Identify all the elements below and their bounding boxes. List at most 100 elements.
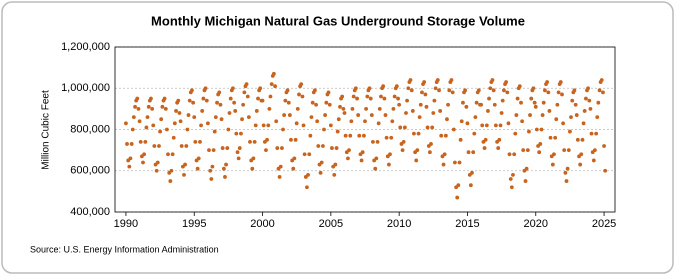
data-point (573, 102, 578, 107)
data-point (597, 88, 602, 93)
data-point (416, 131, 421, 136)
data-point (192, 115, 197, 120)
data-point (223, 175, 227, 179)
data-point (505, 90, 510, 95)
data-point (525, 148, 530, 153)
data-point (596, 100, 601, 105)
data-point (294, 121, 299, 126)
data-point (248, 139, 252, 144)
data-point (218, 102, 223, 107)
data-point (293, 137, 298, 142)
data-point (473, 115, 478, 120)
data-point (240, 117, 244, 122)
data-point (400, 148, 405, 153)
data-point (374, 156, 379, 161)
data-point (406, 86, 411, 91)
data-point (502, 88, 506, 93)
data-point (318, 170, 323, 175)
data-point (265, 137, 269, 142)
data-point (369, 113, 374, 117)
data-point (570, 98, 575, 103)
data-point (373, 166, 378, 171)
data-point (578, 162, 583, 167)
data-point (191, 100, 196, 105)
data-point (212, 129, 217, 134)
x-tick-label: 2025 (592, 218, 616, 230)
data-point (402, 125, 407, 130)
data-point (486, 109, 490, 113)
data-point (595, 115, 600, 120)
data-point (471, 150, 476, 155)
data-point (232, 100, 237, 105)
data-point (552, 152, 556, 157)
data-point (234, 131, 239, 136)
data-point (435, 78, 440, 82)
data-point (459, 119, 464, 124)
data-point (207, 148, 211, 153)
data-point (498, 123, 503, 128)
data-point (554, 117, 559, 122)
data-point (125, 142, 129, 146)
data-point (565, 166, 570, 171)
data-point (594, 131, 599, 136)
data-point (195, 166, 200, 171)
data-point (163, 106, 168, 111)
data-point (254, 109, 259, 113)
data-point (154, 168, 159, 173)
data-point (208, 168, 213, 173)
data-point (160, 104, 165, 109)
data-point (356, 113, 361, 117)
data-point (445, 117, 449, 122)
data-point (556, 90, 561, 95)
data-point (537, 150, 542, 155)
data-point (390, 119, 395, 124)
data-point (553, 135, 558, 140)
data-point (512, 152, 517, 157)
data-point (527, 129, 531, 134)
data-point (203, 86, 208, 91)
data-point (138, 139, 143, 144)
data-point (343, 133, 348, 138)
data-point (152, 144, 157, 148)
data-point (442, 152, 447, 157)
data-point (143, 139, 148, 144)
data-point (306, 172, 310, 177)
data-point (367, 86, 372, 91)
data-point (224, 162, 228, 167)
data-point (351, 94, 356, 99)
data-point (176, 98, 181, 103)
data-point (215, 100, 219, 105)
data-point (541, 100, 546, 105)
data-point (418, 102, 423, 107)
data-point (521, 148, 526, 153)
data-point (401, 139, 406, 144)
data-point (128, 156, 133, 161)
data-point (124, 121, 128, 126)
data-point (601, 90, 605, 95)
data-point (333, 162, 338, 167)
data-point (561, 121, 565, 126)
data-point (543, 88, 547, 93)
data-point (315, 119, 320, 124)
data-point (389, 135, 394, 140)
data-point (371, 139, 375, 144)
data-point (564, 179, 569, 183)
data-point (169, 168, 174, 173)
data-point (230, 86, 235, 91)
data-point (219, 117, 224, 122)
data-point (569, 115, 573, 120)
data-point (450, 90, 455, 95)
data-point (415, 148, 420, 153)
data-point (437, 88, 441, 93)
data-point (464, 104, 469, 109)
data-point (540, 113, 545, 117)
data-point (165, 127, 169, 132)
data-point (424, 104, 429, 109)
data-point (291, 166, 296, 171)
data-point (387, 162, 391, 167)
data-point (492, 102, 497, 107)
data-point (581, 121, 586, 126)
data-point (233, 109, 238, 113)
data-point (273, 84, 278, 89)
data-point (432, 98, 437, 103)
